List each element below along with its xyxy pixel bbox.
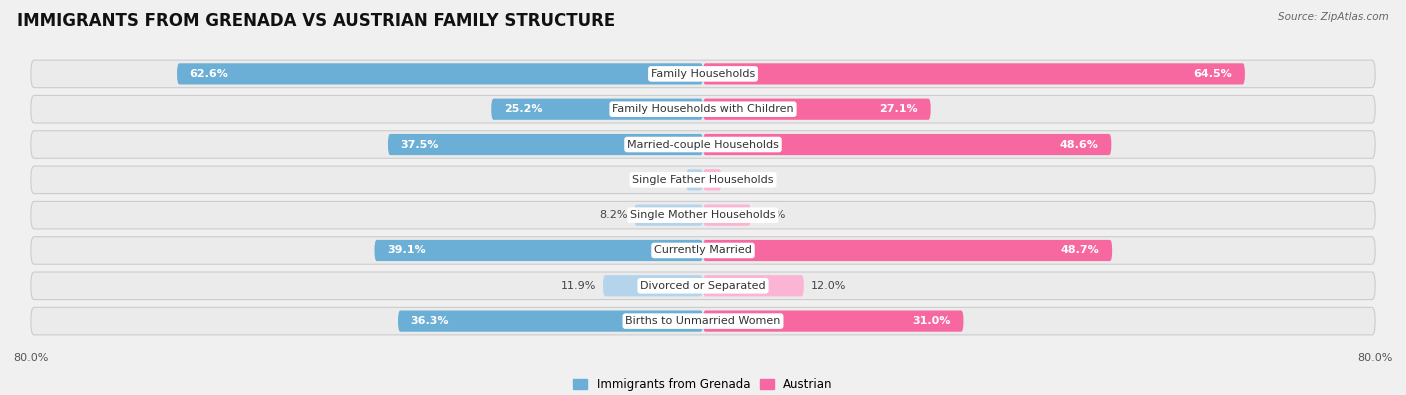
FancyBboxPatch shape <box>374 240 703 261</box>
Text: Births to Unmarried Women: Births to Unmarried Women <box>626 316 780 326</box>
FancyBboxPatch shape <box>703 205 751 226</box>
FancyBboxPatch shape <box>31 201 1375 229</box>
Text: 11.9%: 11.9% <box>561 281 596 291</box>
FancyBboxPatch shape <box>31 272 1375 299</box>
Text: 37.5%: 37.5% <box>401 139 439 150</box>
Text: 2.2%: 2.2% <box>728 175 756 185</box>
FancyBboxPatch shape <box>31 237 1375 264</box>
Text: 27.1%: 27.1% <box>880 104 918 114</box>
Text: 62.6%: 62.6% <box>190 69 229 79</box>
Text: 39.1%: 39.1% <box>387 245 426 256</box>
FancyBboxPatch shape <box>177 63 703 85</box>
FancyBboxPatch shape <box>703 63 1244 85</box>
FancyBboxPatch shape <box>603 275 703 296</box>
Text: Single Mother Households: Single Mother Households <box>630 210 776 220</box>
Text: 8.2%: 8.2% <box>599 210 627 220</box>
Legend: Immigrants from Grenada, Austrian: Immigrants from Grenada, Austrian <box>568 373 838 395</box>
FancyBboxPatch shape <box>703 99 931 120</box>
Text: 5.7%: 5.7% <box>758 210 786 220</box>
FancyBboxPatch shape <box>388 134 703 155</box>
Text: Married-couple Households: Married-couple Households <box>627 139 779 150</box>
FancyBboxPatch shape <box>703 240 1112 261</box>
FancyBboxPatch shape <box>703 169 721 190</box>
Text: Source: ZipAtlas.com: Source: ZipAtlas.com <box>1278 12 1389 22</box>
Text: 25.2%: 25.2% <box>503 104 543 114</box>
FancyBboxPatch shape <box>398 310 703 332</box>
Text: 31.0%: 31.0% <box>912 316 950 326</box>
FancyBboxPatch shape <box>686 169 703 190</box>
FancyBboxPatch shape <box>634 205 703 226</box>
Text: 2.0%: 2.0% <box>651 175 679 185</box>
Text: 48.7%: 48.7% <box>1060 245 1099 256</box>
Text: Family Households with Children: Family Households with Children <box>612 104 794 114</box>
Text: 48.6%: 48.6% <box>1060 139 1098 150</box>
Text: Currently Married: Currently Married <box>654 245 752 256</box>
Text: 64.5%: 64.5% <box>1194 69 1232 79</box>
Text: Divorced or Separated: Divorced or Separated <box>640 281 766 291</box>
FancyBboxPatch shape <box>31 60 1375 88</box>
FancyBboxPatch shape <box>703 310 963 332</box>
Text: Single Father Households: Single Father Households <box>633 175 773 185</box>
FancyBboxPatch shape <box>703 134 1111 155</box>
Text: IMMIGRANTS FROM GRENADA VS AUSTRIAN FAMILY STRUCTURE: IMMIGRANTS FROM GRENADA VS AUSTRIAN FAMI… <box>17 12 614 30</box>
Text: Family Households: Family Households <box>651 69 755 79</box>
FancyBboxPatch shape <box>31 307 1375 335</box>
FancyBboxPatch shape <box>491 99 703 120</box>
FancyBboxPatch shape <box>703 275 804 296</box>
FancyBboxPatch shape <box>31 131 1375 158</box>
FancyBboxPatch shape <box>31 96 1375 123</box>
FancyBboxPatch shape <box>31 166 1375 194</box>
Text: 12.0%: 12.0% <box>810 281 846 291</box>
Text: 36.3%: 36.3% <box>411 316 449 326</box>
